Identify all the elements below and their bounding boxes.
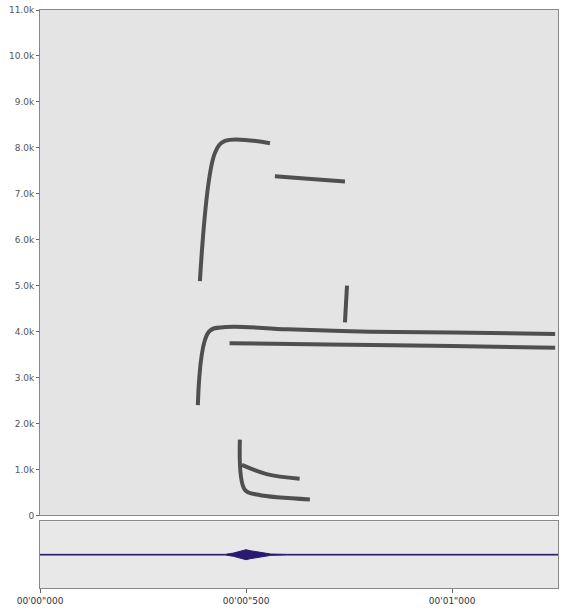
svg-text:7.0k: 7.0k bbox=[15, 189, 35, 199]
svg-text:9.0k: 9.0k bbox=[15, 97, 35, 107]
svg-text:00'01"000: 00'01"000 bbox=[429, 596, 476, 606]
svg-text:4.0k: 4.0k bbox=[15, 327, 35, 337]
svg-text:00'00"500: 00'00"500 bbox=[223, 596, 270, 606]
svg-text:11.0k: 11.0k bbox=[9, 5, 35, 15]
svg-text:5.0k: 5.0k bbox=[15, 281, 35, 291]
svg-text:00'00"000: 00'00"000 bbox=[17, 596, 64, 606]
svg-text:6.0k: 6.0k bbox=[15, 235, 35, 245]
svg-text:10.0k: 10.0k bbox=[9, 51, 35, 61]
svg-text:3.0k: 3.0k bbox=[15, 373, 35, 383]
svg-text:8.0k: 8.0k bbox=[15, 143, 35, 153]
svg-text:0: 0 bbox=[28, 511, 34, 521]
svg-text:2.0k: 2.0k bbox=[15, 419, 35, 429]
svg-text:1.0k: 1.0k bbox=[15, 465, 35, 475]
